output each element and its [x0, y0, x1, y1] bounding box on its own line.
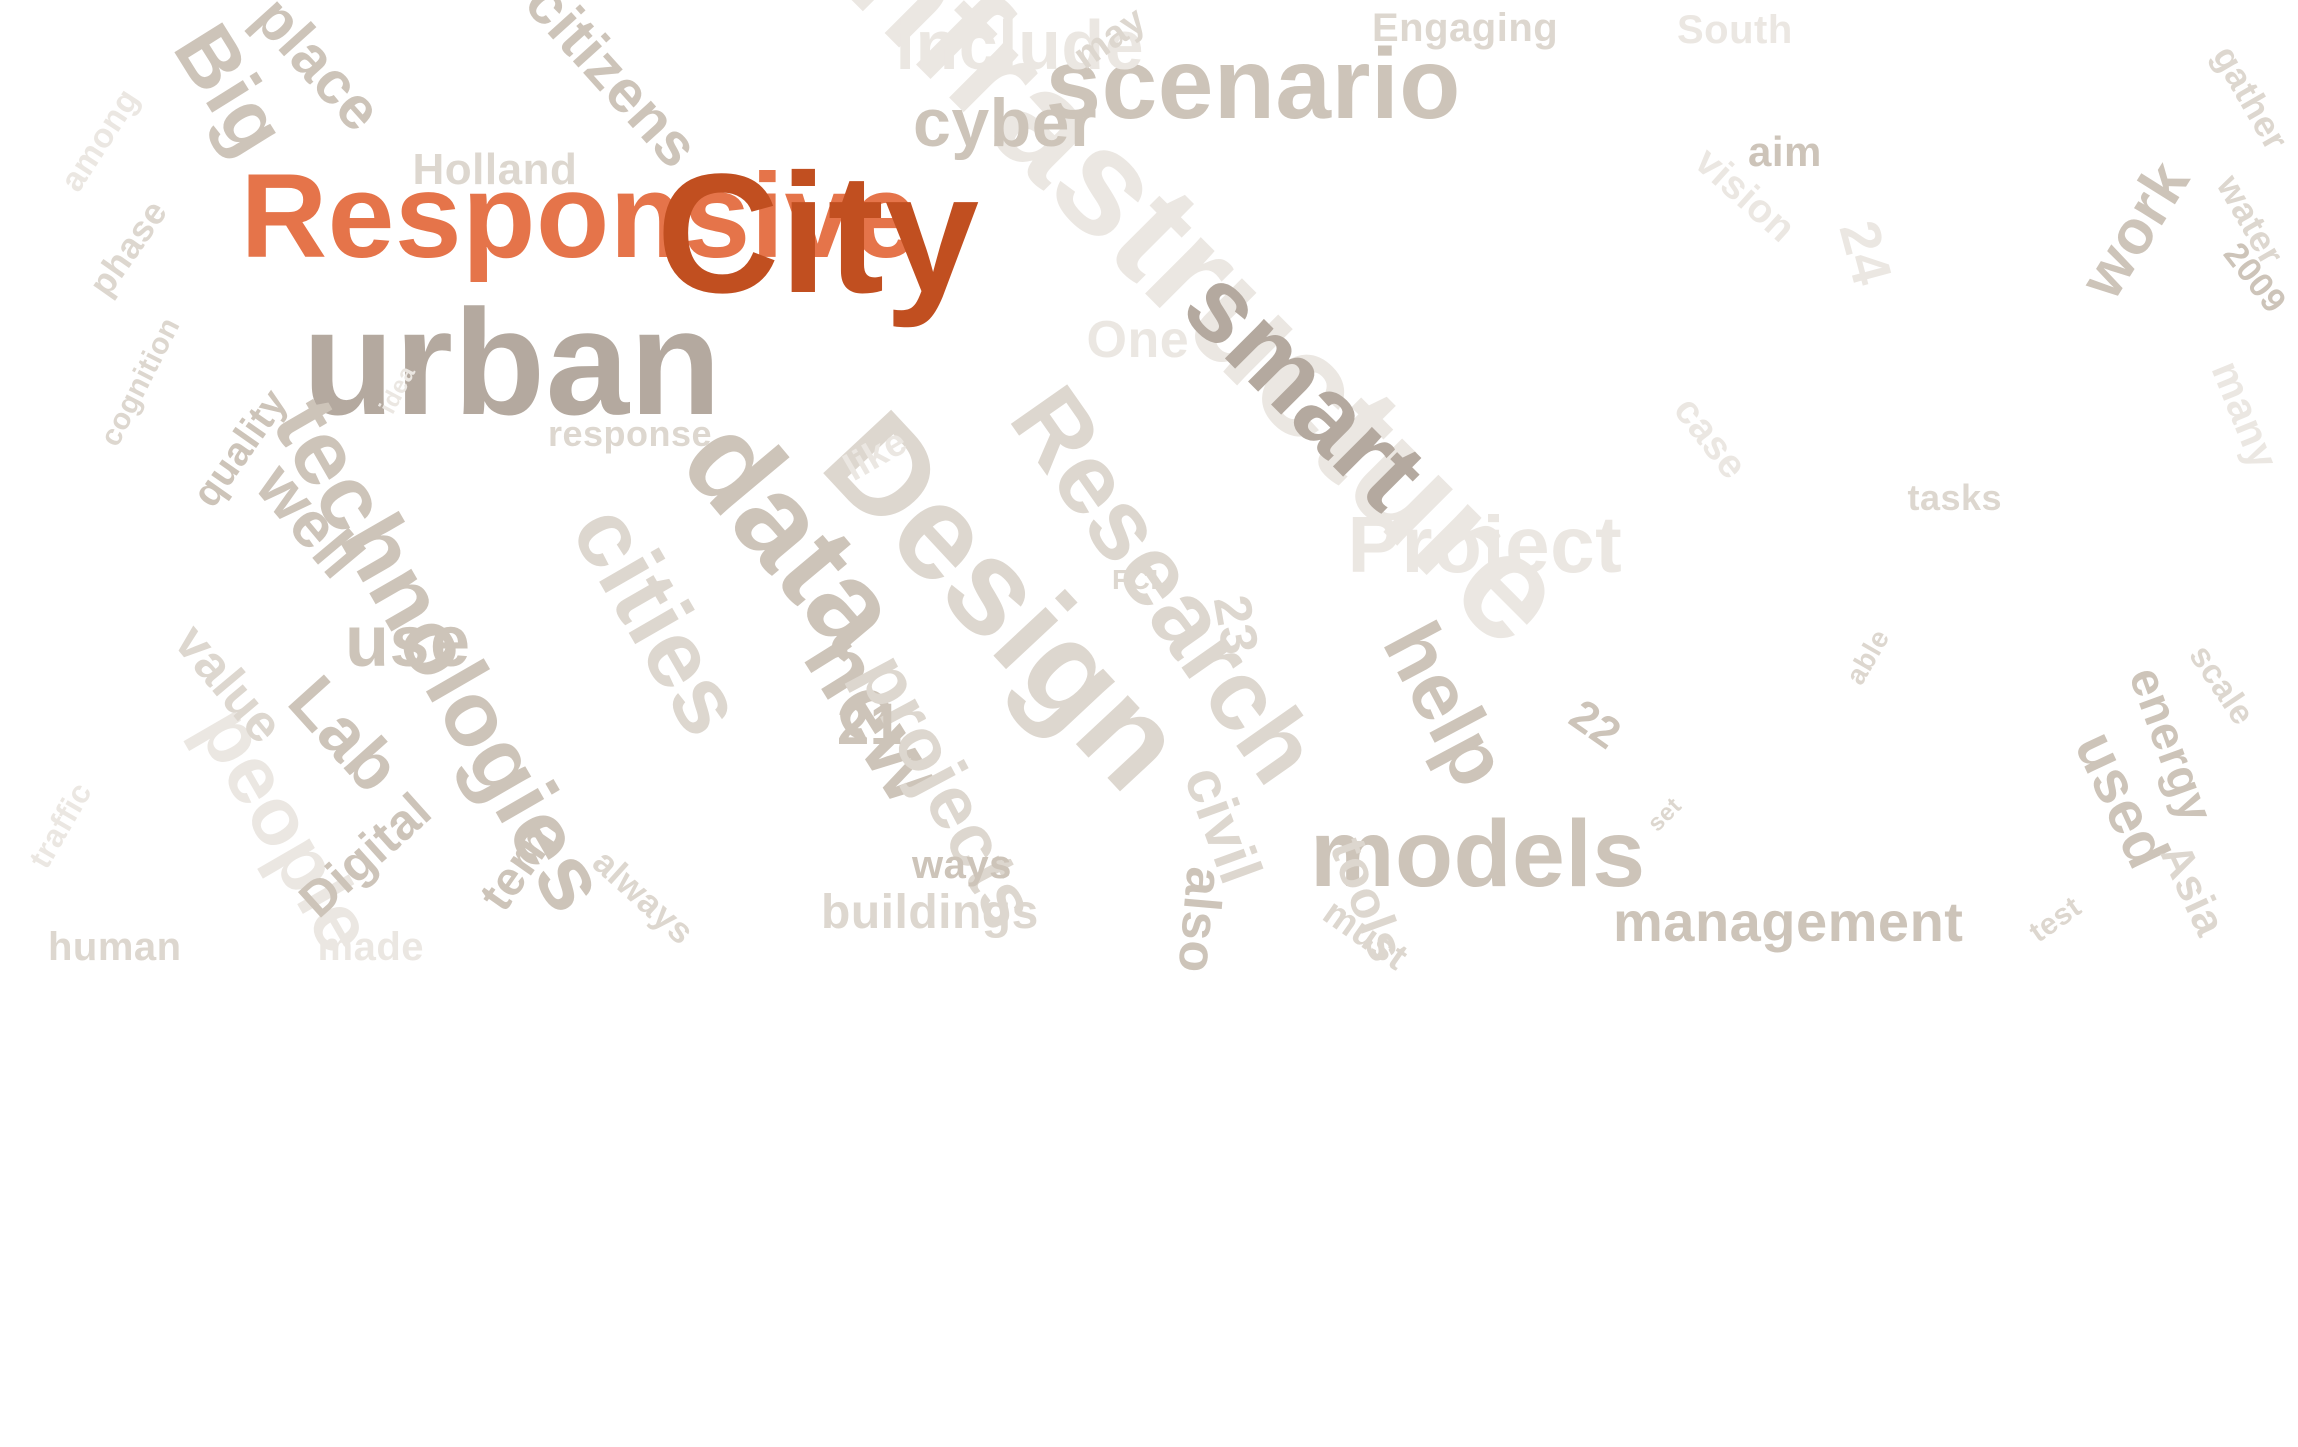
word-24: 24 [1827, 214, 1905, 292]
word-work: work [2066, 149, 2203, 311]
word-made: made [317, 925, 424, 969]
word-always: always [584, 840, 703, 953]
word-city: City [656, 139, 980, 329]
word-human: human [48, 925, 182, 969]
word-also: also [1166, 864, 1234, 976]
word-cognition: cognition [93, 312, 187, 452]
word-phase: phase [80, 192, 175, 304]
word-many: many [2202, 354, 2289, 476]
word-buildings: buildings [821, 886, 1039, 939]
word-include: include [895, 6, 1145, 84]
word-models: models [1310, 800, 1646, 907]
word-among: among [53, 81, 147, 199]
word-use: use [345, 602, 471, 682]
word-test: test [2022, 890, 2088, 949]
word-22: 22 [1560, 690, 1630, 759]
word-aim: aim [1748, 128, 1822, 175]
word-tasks: tasks [1907, 477, 2003, 518]
word-able: able [1839, 623, 1896, 690]
word-asia: Asia [2150, 836, 2235, 944]
word-south: South [1677, 8, 1793, 52]
word-gather: gather [2204, 38, 2297, 157]
word-one: One [1086, 311, 1190, 369]
word-urban: urban [302, 278, 722, 446]
word-responsive: Responsive [240, 149, 920, 283]
word-set: set [1642, 792, 1688, 837]
word-scale: scale [2181, 638, 2263, 732]
word-management: management [1613, 890, 1964, 953]
word-project: Project [1347, 500, 1623, 589]
word-response: response [548, 413, 713, 454]
word-ways: ways [912, 843, 1012, 887]
word-fcl: FCL [1112, 564, 1168, 595]
word-engaging: Engaging [1372, 6, 1559, 50]
word-23: 23 [1201, 590, 1269, 660]
word-case: case [1664, 388, 1756, 488]
word-holland: Holland [412, 145, 578, 194]
word-traffic: traffic [21, 775, 99, 875]
word-cyber: cyber [913, 85, 1097, 161]
word-scenario: scenario [1045, 28, 1461, 140]
word-21: 21 [837, 692, 903, 757]
